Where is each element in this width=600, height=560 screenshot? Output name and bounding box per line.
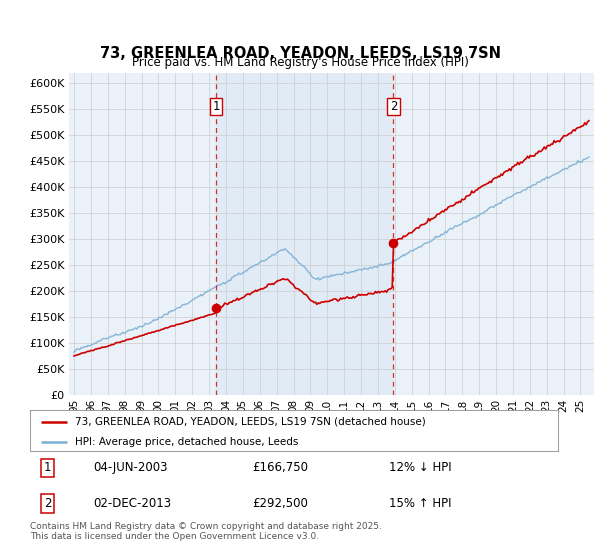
Text: 1: 1 bbox=[212, 100, 220, 113]
Text: £166,750: £166,750 bbox=[252, 461, 308, 474]
Text: 2: 2 bbox=[44, 497, 51, 510]
Text: 1: 1 bbox=[44, 461, 51, 474]
Text: 73, GREENLEA ROAD, YEADON, LEEDS, LS19 7SN (detached house): 73, GREENLEA ROAD, YEADON, LEEDS, LS19 7… bbox=[75, 417, 425, 427]
Text: 12% ↓ HPI: 12% ↓ HPI bbox=[389, 461, 452, 474]
Text: Price paid vs. HM Land Registry's House Price Index (HPI): Price paid vs. HM Land Registry's House … bbox=[131, 56, 469, 69]
Text: 73, GREENLEA ROAD, YEADON, LEEDS, LS19 7SN: 73, GREENLEA ROAD, YEADON, LEEDS, LS19 7… bbox=[100, 46, 500, 60]
Text: £292,500: £292,500 bbox=[252, 497, 308, 510]
Text: HPI: Average price, detached house, Leeds: HPI: Average price, detached house, Leed… bbox=[75, 437, 298, 447]
Text: 04-JUN-2003: 04-JUN-2003 bbox=[94, 461, 168, 474]
Text: Contains HM Land Registry data © Crown copyright and database right 2025.
This d: Contains HM Land Registry data © Crown c… bbox=[30, 522, 382, 542]
Text: 15% ↑ HPI: 15% ↑ HPI bbox=[389, 497, 452, 510]
Text: 2: 2 bbox=[390, 100, 397, 113]
Bar bbox=[216, 73, 394, 395]
Text: 02-DEC-2013: 02-DEC-2013 bbox=[94, 497, 172, 510]
